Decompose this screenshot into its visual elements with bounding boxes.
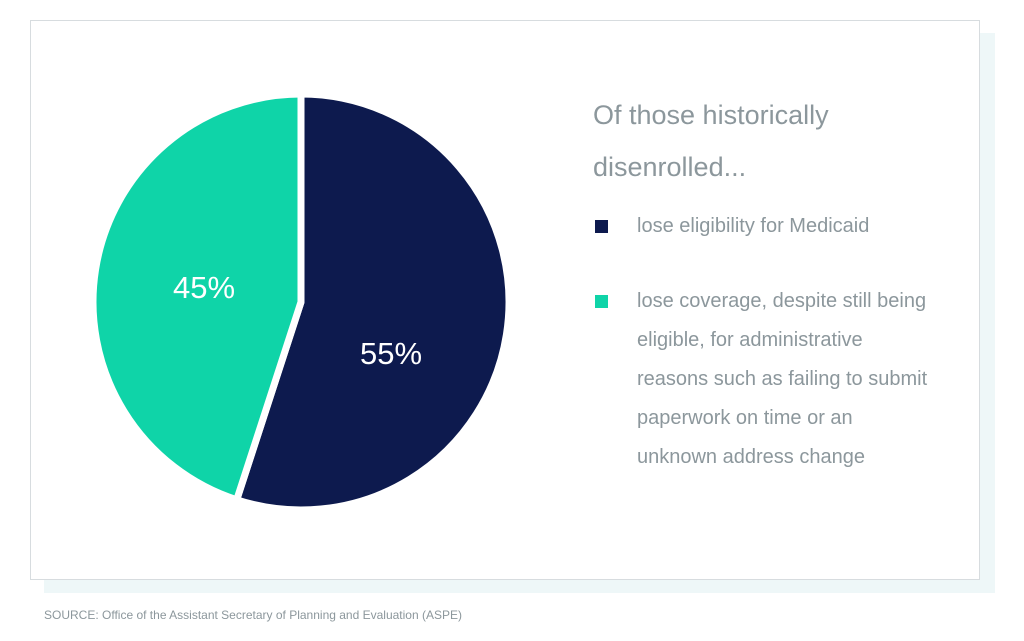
legend-label-administrative: lose coverage, despite still being eligi… (637, 290, 928, 468)
legend-label-eligibility: lose eligibility for Medicaid (637, 215, 870, 237)
pie-chart: 55% 45% (89, 90, 513, 514)
legend-swatch-administrative (595, 295, 608, 308)
legend-item-eligibility: lose eligibility for Medicaid (593, 207, 933, 246)
chart-card: 55% 45% Of those historically disenrolled… (30, 20, 980, 580)
chart-title: Of those historically disenrolled... (593, 100, 829, 182)
legend-swatch-eligibility (595, 220, 608, 233)
pie-slice-administrative (89, 90, 305, 504)
legend-item-administrative: lose coverage, despite still being eligi… (593, 282, 933, 477)
pie-slice-eligibility (233, 90, 513, 514)
legend: lose eligibility for Medicaid lose cover… (593, 207, 933, 477)
pie-label-eligibility: 55% (360, 336, 422, 371)
source-note: SOURCE: Office of the Assistant Secretar… (44, 608, 462, 622)
pie-label-administrative: 45% (173, 270, 235, 305)
